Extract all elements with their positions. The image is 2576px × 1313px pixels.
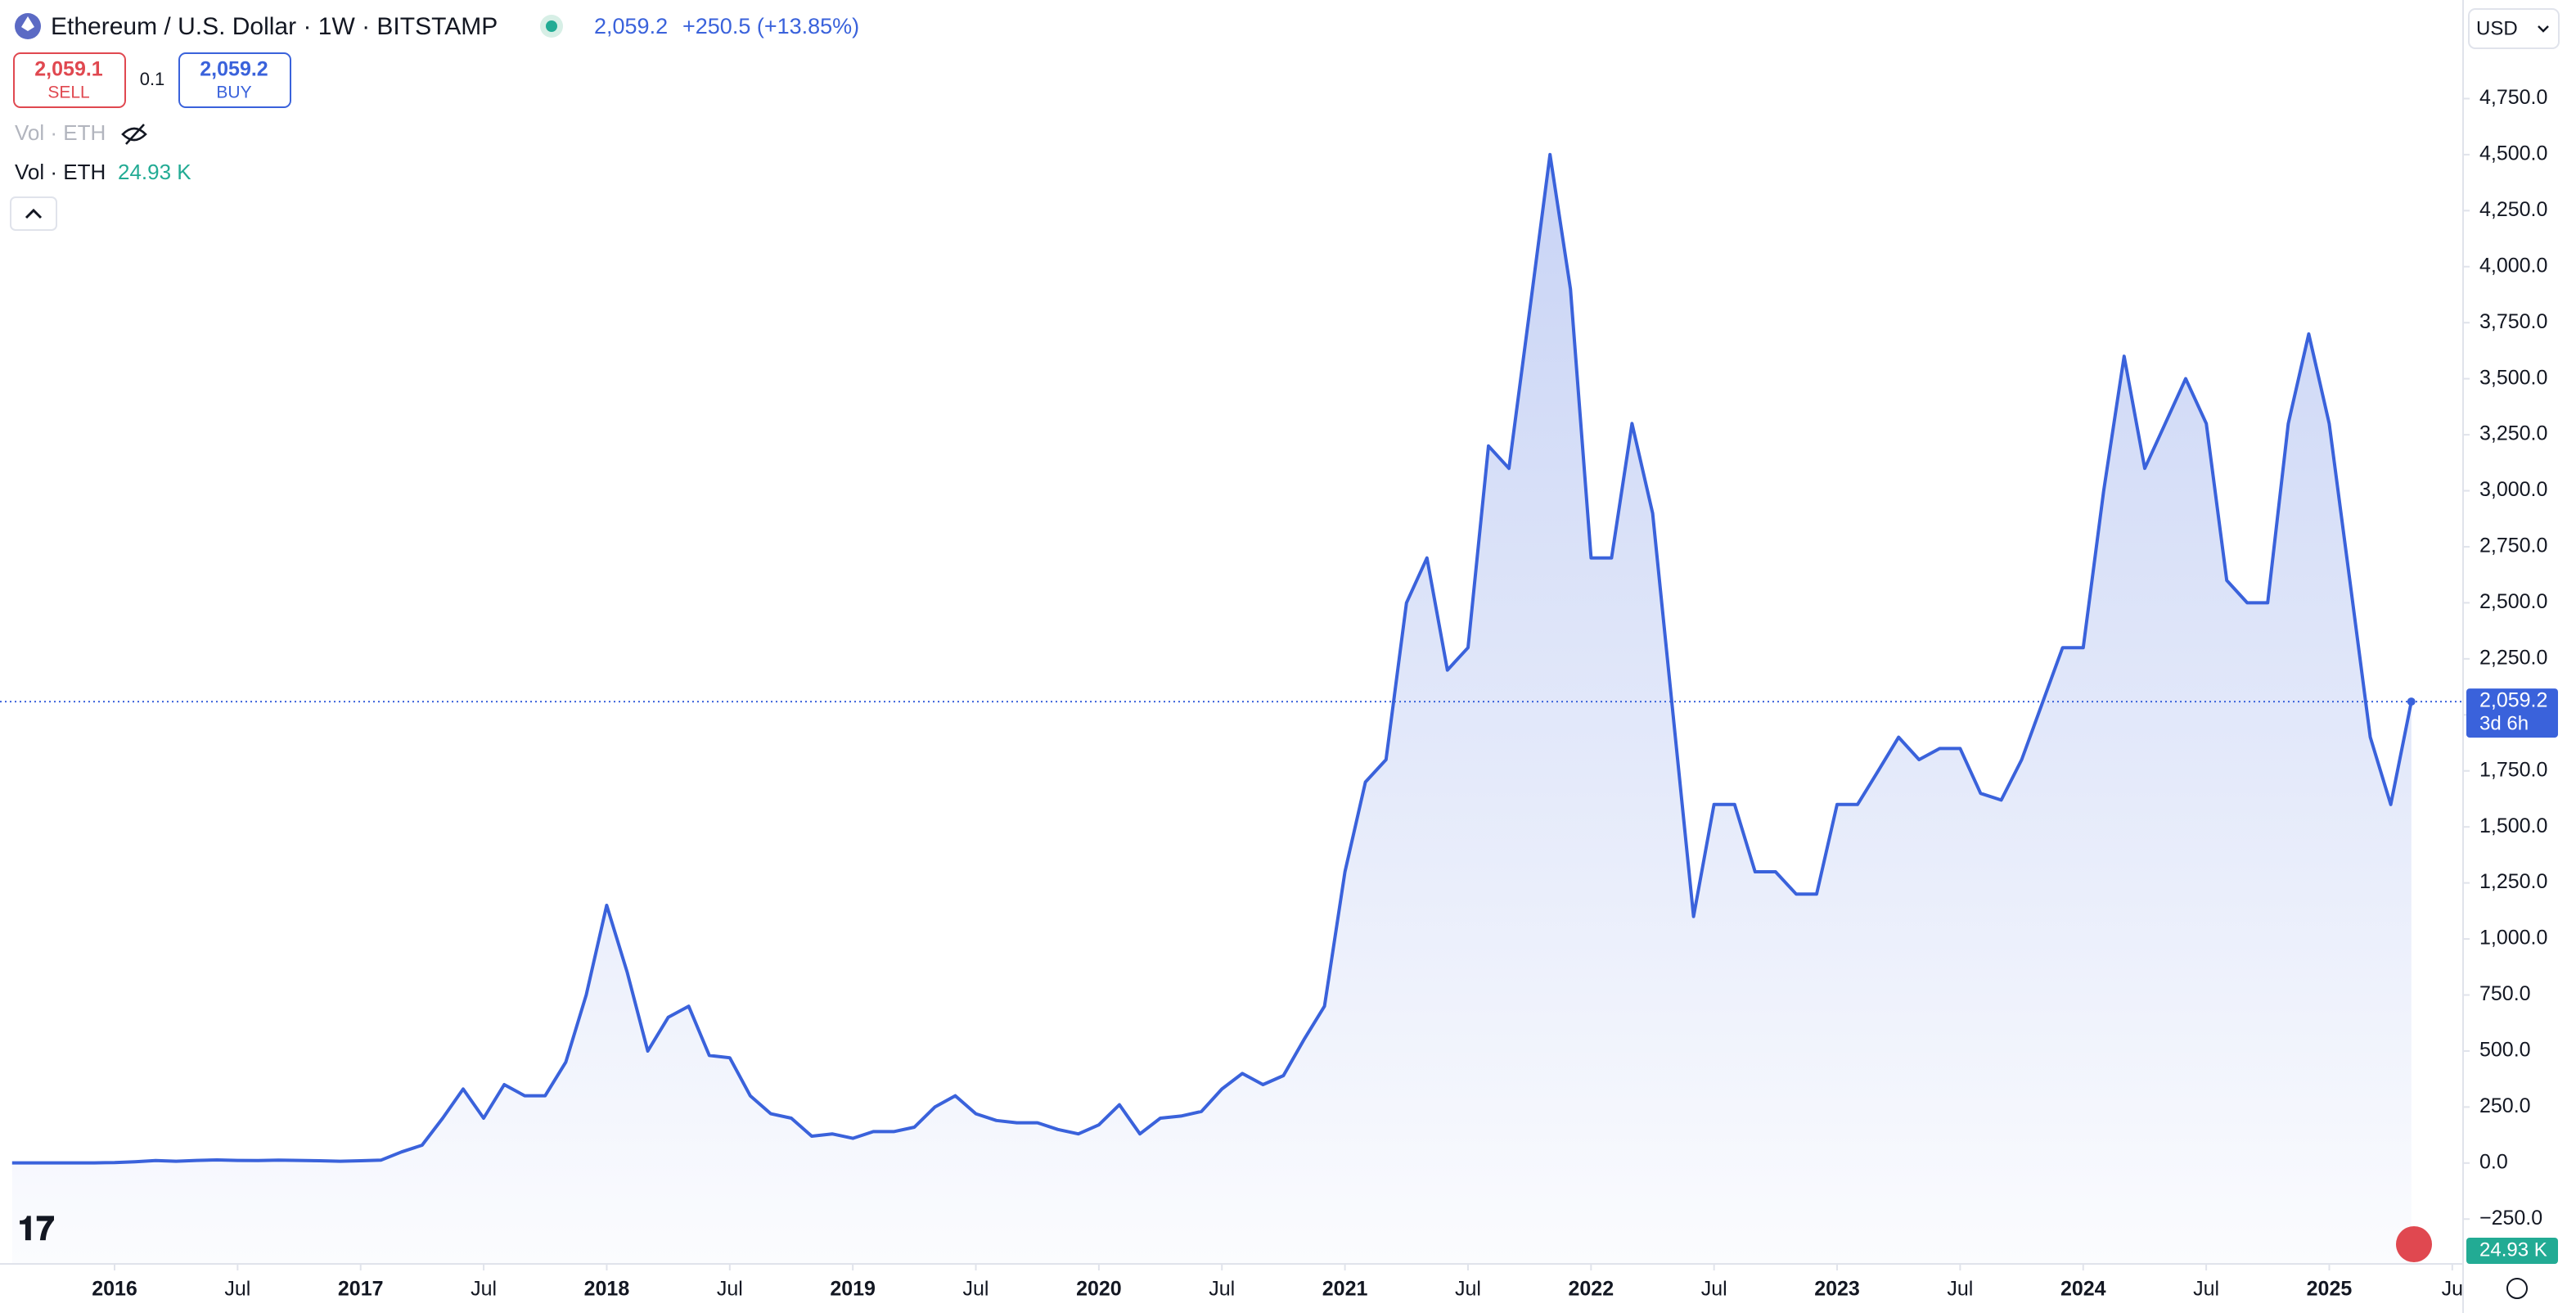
countdown: 3d 6h (2479, 712, 2529, 734)
y-tick-label: 4,500.0 (2479, 142, 2547, 165)
y-tick-label: 1,250.0 (2479, 870, 2547, 893)
volume-badge (2466, 1238, 2558, 1264)
currency-button[interactable] (2468, 8, 2560, 49)
buy-button[interactable] (178, 52, 291, 108)
x-tick-label: Jul (1455, 1278, 1481, 1301)
volume-label: Vol · ETH (15, 160, 106, 184)
x-tick-label: 2017 (338, 1278, 384, 1301)
collapse-icon (25, 208, 43, 219)
x-tick-label: 2021 (1322, 1278, 1368, 1301)
hide-icon[interactable] (121, 124, 147, 145)
market-status-dot (546, 20, 557, 32)
x-tick-label: Jul (224, 1278, 250, 1301)
area-fill (11, 154, 2412, 1264)
y-tick-label: −250.0 (2479, 1207, 2542, 1230)
x-tick-label: Jul (471, 1278, 497, 1301)
y-tick-label: 0.0 (2479, 1150, 2508, 1173)
quantity: 0.1 (140, 69, 165, 89)
plot-area (11, 152, 2416, 1264)
buy-label: BUY (216, 83, 251, 102)
sell-button[interactable] (13, 52, 126, 108)
x-tick-label: Jul (1947, 1278, 1973, 1301)
settings-icon[interactable] (2506, 1278, 2528, 1299)
currency: USD (2476, 17, 2518, 39)
currency-caret (2538, 25, 2549, 33)
volume-badge-label: 24.93 K (2479, 1239, 2547, 1261)
x-tick-label: Jul (2193, 1278, 2219, 1301)
price-line (11, 152, 2413, 1165)
last-price-badge (2466, 688, 2558, 738)
x-tick-label: 2016 (92, 1278, 137, 1301)
eth-glyph (21, 16, 34, 31)
y-tick-label: 500.0 (2479, 1039, 2531, 1062)
y-tick-label: 2,500.0 (2479, 590, 2547, 613)
y-tick-label: 4,000.0 (2479, 254, 2547, 277)
y-tick-label: 3,000.0 (2479, 478, 2547, 501)
x-tick-label: 2023 (1814, 1278, 1860, 1301)
x-tick-label: Ju (2442, 1278, 2463, 1301)
x-tick-label: 2019 (830, 1278, 876, 1301)
x-tick-label: Jul (1701, 1278, 1727, 1301)
y-tick-label: 3,750.0 (2479, 310, 2547, 333)
x-tick-label: 2018 (584, 1278, 630, 1301)
collapse-button[interactable] (10, 196, 57, 231)
y-tick-label: 3,250.0 (2479, 422, 2547, 445)
logo: 𝟏𝟕 (18, 1211, 54, 1248)
x-tick-label: Jul (717, 1278, 743, 1301)
x-tick-label: 2022 (1569, 1278, 1615, 1301)
y-tick-label: 4,750.0 (2479, 86, 2547, 109)
y-tick-label: 4,250.0 (2479, 198, 2547, 221)
sell-label: SELL (47, 83, 89, 102)
x-tick-label: Jul (963, 1278, 989, 1301)
flag-icon (2396, 1226, 2432, 1262)
y-tick-label: 2,250.0 (2479, 646, 2547, 669)
last-price-label: 2,059.2 (2479, 689, 2547, 712)
y-tick-label: 3,500.0 (2479, 366, 2547, 389)
header-change: +250.5 (+13.85%) (682, 14, 859, 38)
buy-price: 2,059.2 (200, 58, 268, 81)
y-tick-label: 250.0 (2479, 1094, 2531, 1117)
header-price: 2,059.2 (594, 14, 668, 38)
volume-hidden-label: Vol · ETH (15, 120, 106, 145)
sell-price: 2,059.1 (34, 58, 103, 81)
x-tick-label: 2025 (2307, 1278, 2353, 1301)
y-tick-label: 2,750.0 (2479, 535, 2547, 557)
symbol-title: Ethereum / U.S. Dollar · 1W · BITSTAMP (51, 13, 498, 40)
volume-value: 24.93 K (118, 160, 191, 184)
x-tick-label: Jul (1209, 1278, 1235, 1301)
y-tick-label: 1,750.0 (2479, 758, 2547, 781)
y-tick-label: 750.0 (2479, 982, 2531, 1005)
y-tick-label: 1,000.0 (2479, 927, 2547, 950)
y-tick-label: 1,500.0 (2479, 814, 2547, 837)
x-tick-label: 2020 (1076, 1278, 1122, 1301)
x-tick-label: 2024 (2060, 1278, 2106, 1301)
